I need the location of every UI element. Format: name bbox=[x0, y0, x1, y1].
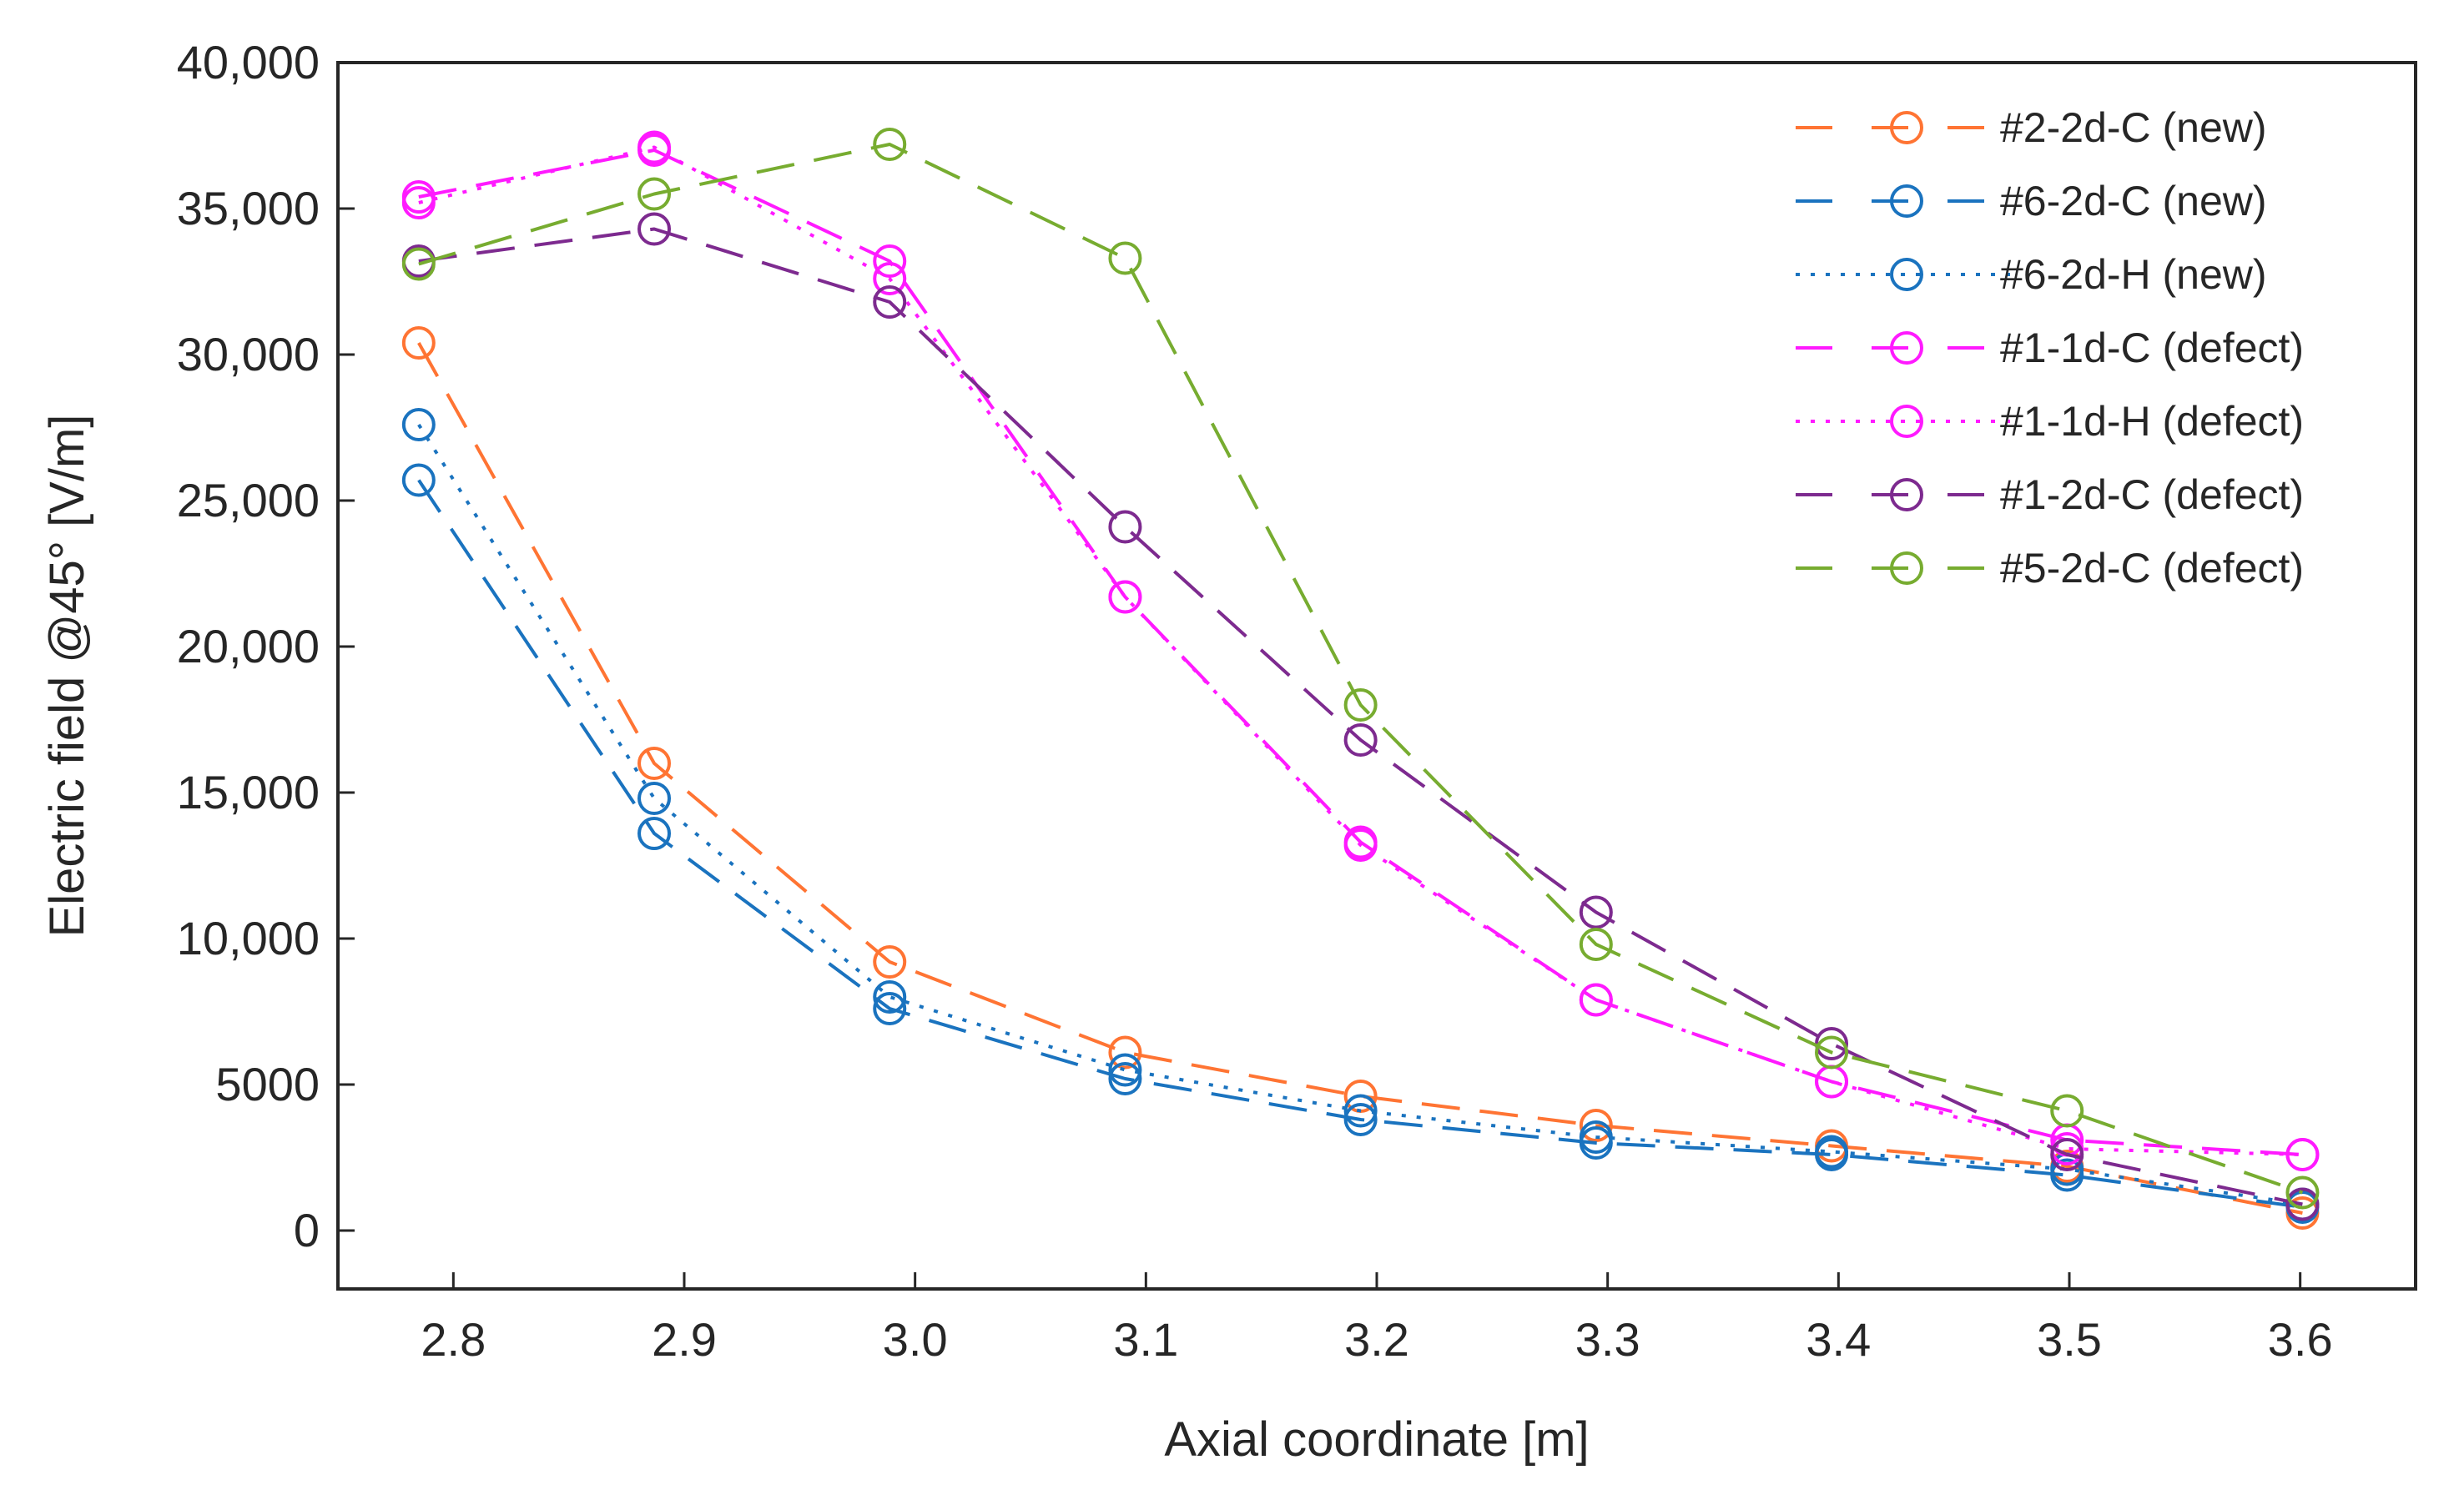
series-line bbox=[418, 227, 2303, 1206]
data-point bbox=[1108, 241, 1142, 275]
data-point bbox=[1343, 688, 1378, 722]
legend-item: #5-2d-C (defect) bbox=[1796, 545, 2304, 591]
data-point bbox=[873, 262, 907, 295]
x-tick-label: 3.2 bbox=[1344, 1313, 1409, 1366]
data-point bbox=[637, 212, 672, 246]
x-tick-label: 2.9 bbox=[652, 1313, 717, 1366]
data-point bbox=[2050, 1138, 2084, 1171]
series-line bbox=[417, 423, 2303, 1206]
y-tick-label: 5000 bbox=[215, 1058, 320, 1110]
data-point bbox=[637, 177, 672, 211]
legend-marker bbox=[1890, 551, 1923, 585]
data-point bbox=[1108, 510, 1142, 544]
data-point bbox=[873, 992, 907, 1025]
series-3 bbox=[401, 408, 2320, 1221]
data-point bbox=[401, 326, 436, 360]
legend: #2-2d-C (new) #6-2d-C (new) #6-2d-H (new) #… bbox=[1796, 104, 2304, 591]
legend-marker bbox=[1890, 331, 1923, 365]
legend-item: #1-2d-C (defect) bbox=[1796, 471, 2304, 518]
data-point bbox=[1108, 1035, 1142, 1070]
data-point bbox=[1815, 1035, 1849, 1070]
y-tick-label: 25,000 bbox=[177, 474, 320, 526]
data-point bbox=[2285, 1187, 2320, 1221]
axes-frame bbox=[336, 61, 2417, 1291]
x-tick-label: 3.3 bbox=[1575, 1313, 1640, 1366]
legend-label: #2-2d-C (new) bbox=[2000, 104, 2267, 151]
y-tick-label: 15,000 bbox=[177, 766, 320, 818]
x-tick-label: 3.4 bbox=[1806, 1313, 1871, 1366]
plot-area bbox=[401, 128, 2320, 1230]
legend-marker bbox=[1890, 258, 1923, 291]
x-tick-label: 2.8 bbox=[421, 1313, 486, 1366]
data-point bbox=[1815, 1027, 1849, 1060]
y-axis-title: Electric field @45° [V/m] bbox=[40, 415, 94, 938]
legend-item: #2-2d-C (new) bbox=[1796, 104, 2267, 151]
y-tick-label: 35,000 bbox=[177, 182, 320, 234]
legend-item: #1-1d-C (defect) bbox=[1796, 325, 2304, 371]
legend-marker bbox=[1890, 111, 1923, 144]
data-point bbox=[1343, 1103, 1378, 1136]
data-point bbox=[873, 980, 907, 1014]
legend-item: #6-2d-C (new) bbox=[1796, 178, 2267, 224]
data-point bbox=[1343, 828, 1378, 862]
legend-label: #5-2d-C (defect) bbox=[2000, 545, 2304, 591]
data-point bbox=[1579, 928, 1613, 961]
series-7 bbox=[401, 128, 2320, 1210]
data-point bbox=[637, 817, 672, 850]
data-point bbox=[873, 128, 907, 161]
y-tick-label: 20,000 bbox=[177, 620, 320, 672]
series-1 bbox=[401, 326, 2320, 1230]
x-axis-title: Axial coordinate [m] bbox=[1164, 1412, 1589, 1467]
legend-label: #6-2d-C (new) bbox=[2000, 178, 2267, 224]
x-tick-label: 3.6 bbox=[2268, 1313, 2333, 1366]
data-point bbox=[1108, 580, 1142, 614]
data-point bbox=[873, 244, 907, 278]
data-point bbox=[873, 945, 907, 979]
legend-marker bbox=[1890, 184, 1923, 218]
data-point bbox=[873, 285, 907, 319]
series-line bbox=[417, 479, 2303, 1209]
y-tick-label: 10,000 bbox=[177, 912, 320, 964]
data-point bbox=[1579, 1120, 1613, 1154]
data-point bbox=[1108, 1062, 1142, 1095]
y-tick-label: 40,000 bbox=[177, 36, 320, 88]
data-point bbox=[401, 408, 436, 441]
data-point bbox=[637, 782, 672, 815]
x-tick-label: 3.1 bbox=[1113, 1313, 1178, 1366]
series-line bbox=[418, 148, 2303, 1156]
axes: 2.8 2.9 3.0 3.1 3.2 3.3 3.4 3.5 3.6 0 5000 10,000 15… bbox=[177, 36, 2333, 1366]
y-tick-label: 30,000 bbox=[177, 328, 320, 380]
data-point bbox=[2285, 1175, 2320, 1210]
series-line bbox=[417, 342, 2303, 1215]
legend-item: #6-2d-H (new) bbox=[1796, 251, 2267, 298]
data-point bbox=[1108, 1053, 1142, 1087]
data-point bbox=[401, 186, 436, 219]
data-point bbox=[401, 247, 436, 281]
legend-item: #1-1d-H (defect) bbox=[1796, 398, 2304, 445]
series-line bbox=[418, 143, 2304, 1195]
data-point bbox=[2285, 1138, 2320, 1171]
data-point bbox=[637, 747, 672, 780]
series-line bbox=[418, 145, 2303, 1156]
data-point bbox=[1579, 983, 1613, 1017]
data-point bbox=[401, 463, 436, 497]
legend-label: #6-2d-H (new) bbox=[2000, 251, 2267, 298]
data-point bbox=[1579, 895, 1613, 929]
legend-marker bbox=[1890, 478, 1923, 511]
data-point bbox=[1343, 723, 1378, 757]
legend-label: #1-1d-C (defect) bbox=[2000, 325, 2304, 371]
x-tick-label: 3.5 bbox=[2037, 1313, 2102, 1366]
y-tick-label: 0 bbox=[294, 1204, 320, 1256]
data-point bbox=[1815, 1135, 1849, 1169]
legend-marker bbox=[1890, 405, 1923, 438]
data-point bbox=[1579, 1109, 1613, 1142]
legend-label: #1-2d-C (defect) bbox=[2000, 471, 2304, 518]
x-tick-label: 3.0 bbox=[883, 1313, 948, 1366]
legend-label: #1-1d-H (defect) bbox=[2000, 398, 2304, 445]
data-point bbox=[1343, 1094, 1378, 1128]
data-point bbox=[637, 130, 672, 164]
data-point bbox=[2050, 1094, 2084, 1128]
